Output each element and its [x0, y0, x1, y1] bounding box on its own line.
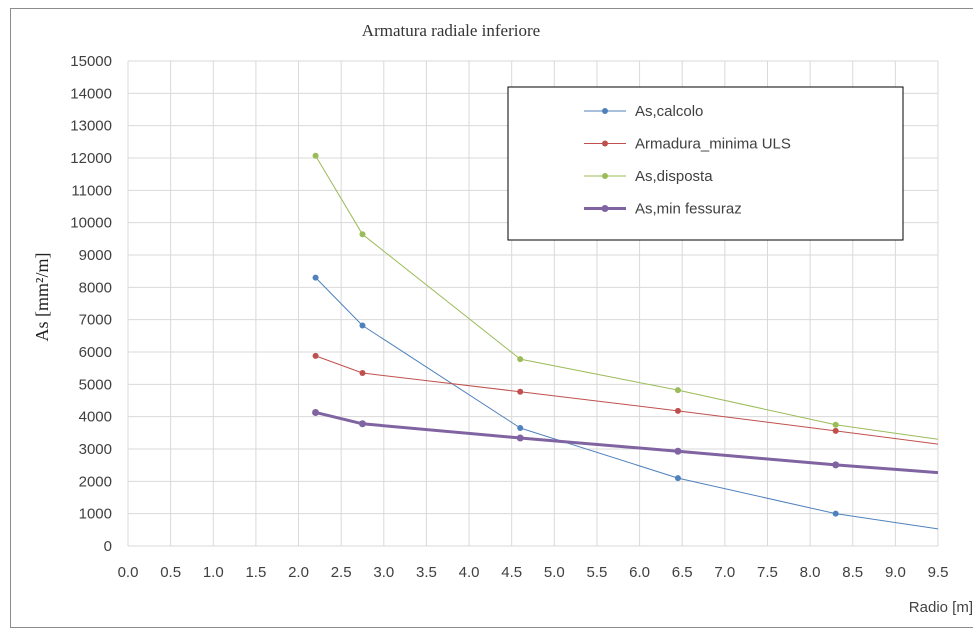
legend-marker: [602, 108, 608, 114]
x-tick-label: 7.5: [757, 564, 778, 581]
series-group: [312, 152, 939, 530]
y-tick-label: 0: [104, 538, 112, 555]
y-tick-label: 12000: [70, 150, 112, 167]
y-tick-label: 8000: [79, 279, 112, 296]
x-tick-label: 3.0: [373, 564, 394, 581]
y-tick-label: 15000: [70, 53, 112, 70]
series-line: [315, 411, 939, 475]
data-point: [517, 356, 524, 363]
y-tick-label: 9000: [79, 247, 112, 264]
x-tick-label: 8.0: [800, 564, 821, 581]
data-point: [674, 447, 682, 455]
y-tick-label: 6000: [79, 344, 112, 361]
y-tick-label: 2000: [79, 473, 112, 490]
x-tick-label: 3.5: [416, 564, 437, 581]
x-tick-label: 0.0: [118, 564, 139, 581]
y-tick-label: 3000: [79, 441, 112, 458]
series-3: [312, 408, 939, 475]
chart-svg: Armatura radiale inferiore As [mm²/m] Ra…: [32, 21, 973, 616]
x-axis-ticks: 0.0 0.5 1.0 1.5 2.0 2.5 3.0 3.5 4.0 4.5 5.0 5.5 6.0 6…: [118, 564, 949, 581]
x-tick-label: 2.0: [288, 564, 309, 581]
y-tick-label: 10000: [70, 215, 112, 232]
x-tick-label: 5.5: [587, 564, 608, 581]
legend-marker: [602, 140, 608, 147]
data-point: [312, 274, 319, 281]
legend-entry: As,disposta: [584, 168, 713, 185]
y-tick-label: 14000: [70, 85, 112, 102]
y-tick-label: 11000: [71, 182, 112, 199]
x-tick-label: 8.5: [842, 564, 863, 581]
legend-entry: Armadura_minima ULS: [584, 136, 791, 153]
legend-marker: [601, 205, 609, 212]
y-axis-label: As [mm²/m]: [32, 253, 52, 342]
y-tick-label: 1000: [79, 506, 112, 523]
legend-entry: As,min fessuraz: [584, 201, 742, 218]
series-line: [315, 155, 939, 440]
x-tick-label: 6.5: [672, 564, 693, 581]
data-point: [312, 408, 320, 416]
series-line: [315, 277, 939, 530]
legend: As,calcolo Armadura_minima ULS As,disposta…: [507, 86, 904, 241]
chart-title: Armatura radiale inferiore: [362, 21, 540, 40]
chart-frame: Armatura radiale inferiore As [mm²/m] Ra…: [10, 8, 973, 628]
y-tick-label: 7000: [79, 312, 112, 329]
data-point: [312, 352, 319, 359]
x-tick-label: 6.0: [629, 564, 650, 581]
legend-label: As,min fessuraz: [635, 201, 742, 218]
data-point: [312, 152, 319, 159]
legend-label: As,calcolo: [635, 103, 703, 120]
data-point: [674, 475, 681, 482]
series-1: [312, 352, 939, 445]
y-tick-label: 5000: [79, 376, 112, 393]
data-point: [832, 427, 839, 434]
x-tick-label: 5.0: [544, 564, 565, 581]
legend-box: [507, 86, 904, 241]
x-tick-label: 4.0: [459, 564, 480, 581]
y-tick-label: 13000: [70, 118, 112, 135]
data-point: [674, 387, 681, 394]
x-tick-label: 9.0: [885, 564, 906, 581]
y-axis-ticks: 0 1000 2000 3000 4000 5000 6000 7000 8000 9000 100…: [70, 53, 112, 555]
data-point: [359, 370, 366, 377]
data-point: [359, 231, 366, 238]
y-tick-label: 4000: [79, 409, 112, 426]
data-point: [517, 388, 524, 395]
data-point: [674, 407, 681, 414]
x-tick-label: 1.5: [245, 564, 266, 581]
series-2: [312, 152, 939, 440]
legend-label: As,disposta: [635, 168, 713, 185]
x-tick-label: 9.5: [928, 564, 949, 581]
data-point: [516, 434, 524, 442]
x-tick-label: 0.5: [160, 564, 181, 581]
data-point: [832, 421, 839, 428]
data-point: [517, 424, 524, 431]
legend-label: Armadura_minima ULS: [635, 136, 791, 153]
data-point: [832, 510, 839, 517]
legend-entry: As,calcolo: [584, 103, 703, 120]
legend-marker: [602, 173, 608, 179]
data-point: [358, 420, 366, 428]
x-tick-label: 1.0: [203, 564, 224, 581]
x-tick-label: 7.0: [714, 564, 735, 581]
data-point: [832, 461, 840, 469]
x-tick-label: 4.5: [501, 564, 522, 581]
series-0: [312, 274, 939, 530]
x-tick-label: 2.5: [331, 564, 352, 581]
x-axis-label: Radio [m]: [909, 599, 973, 616]
series-line: [315, 355, 939, 445]
data-point: [359, 322, 366, 329]
